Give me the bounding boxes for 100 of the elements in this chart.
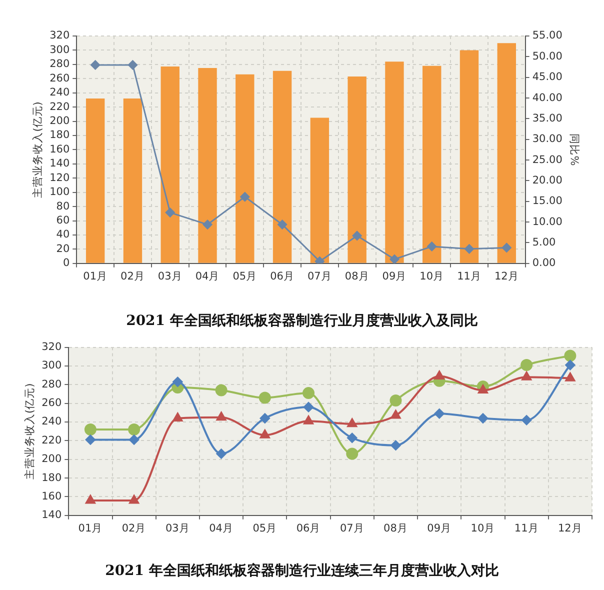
point [304, 402, 314, 412]
y-axis-title: 主营业务收入(亿元) [23, 383, 36, 480]
x-tick-label: 12月 [558, 522, 582, 534]
y-tick-label: 60 [56, 214, 70, 226]
x-tick-label: 06月 [296, 522, 321, 534]
point [216, 412, 226, 421]
point [434, 370, 444, 380]
x-tick-label: 11月 [457, 270, 482, 282]
x-tick-label: 08月 [344, 270, 370, 282]
y2-tick-label: 15.00 [532, 195, 562, 208]
bar [236, 74, 254, 263]
x-tick-label: 01月 [78, 522, 103, 534]
x-tick-label: 04月 [209, 522, 234, 534]
point [464, 244, 474, 254]
y2-tick-label: 35.00 [532, 112, 562, 124]
point [565, 360, 576, 370]
y-tick-label: 320 [42, 341, 62, 354]
bar [160, 66, 180, 263]
y-tick-label: 140 [50, 158, 70, 170]
y2-tick-label: 50.00 [532, 50, 562, 62]
text: 2021 年全国纸和纸板容器制造行业连续三年月度营业收入对比 [104, 562, 500, 580]
y2-tick-label: 20.00 [532, 174, 562, 186]
bar [385, 62, 404, 263]
point [304, 416, 314, 424]
y-tick-label: 180 [42, 472, 62, 484]
x-tick-label: 05月 [252, 522, 278, 534]
y2-tick-label: 30.00 [532, 133, 562, 146]
x-tick-label: 07月 [340, 522, 364, 534]
point [478, 384, 488, 394]
point [390, 394, 402, 407]
y2-tick-label: 40.00 [532, 92, 562, 104]
y-tick-label: 180 [50, 129, 70, 142]
point [347, 432, 358, 443]
y-tick-label: 300 [50, 44, 70, 56]
point [258, 392, 271, 404]
point [522, 415, 532, 426]
point [564, 350, 576, 362]
x-tick-label: 08月 [384, 522, 408, 534]
x-tick-label: 05月 [232, 270, 258, 282]
point [165, 208, 175, 218]
y2-tick-label: 10.00 [532, 216, 562, 228]
y2-tick-label: 55.00 [532, 30, 562, 42]
point [86, 494, 96, 504]
y-tick-label: 260 [42, 397, 62, 410]
x-tick-label: 04月 [195, 270, 220, 282]
x-tick-label: 03月 [158, 270, 182, 282]
point [522, 372, 532, 380]
y2-tick-label: 45.00 [532, 71, 562, 84]
y-tick-label: 120 [50, 172, 70, 184]
text: 2021 年全国纸和纸板容器制造行业月度营业收入及同比 [125, 312, 479, 330]
bar [348, 76, 366, 263]
point [565, 372, 576, 382]
y-tick-label: 0 [62, 257, 70, 270]
point [202, 220, 212, 230]
point [128, 60, 138, 70]
point [347, 418, 358, 428]
y2-tick-label: 25.00 [532, 154, 562, 166]
y-tick-label: 320 [50, 30, 70, 42]
point [260, 413, 270, 424]
point [434, 408, 444, 419]
bar [86, 98, 105, 263]
y-tick-label: 20 [56, 242, 70, 255]
bar [310, 118, 330, 263]
point [90, 60, 100, 70]
y-tick-label: 280 [50, 58, 70, 70]
bar [198, 68, 217, 263]
point [128, 423, 140, 436]
y-tick-label: 140 [42, 509, 62, 522]
bar [422, 66, 442, 263]
y-tick-label: 160 [42, 490, 62, 502]
point [129, 434, 140, 445]
point [427, 242, 437, 252]
x-tick-label: 09月 [427, 522, 452, 534]
x-tick-label: 12月 [494, 270, 519, 282]
point [352, 230, 362, 240]
x-tick-label: 06月 [270, 270, 294, 282]
point [390, 254, 400, 264]
y-tick-label: 100 [50, 186, 70, 198]
x-tick-label: 02月 [120, 270, 145, 282]
bar [272, 70, 292, 263]
point [520, 359, 533, 372]
x-tick-label: 01月 [83, 270, 108, 282]
point [172, 376, 183, 387]
x-tick-label: 10月 [420, 270, 444, 282]
x-tick-label: 07月 [308, 270, 332, 282]
point [84, 423, 96, 436]
y-tick-label: 260 [50, 72, 70, 84]
bar [123, 98, 142, 263]
y2-axis-title: 同比% [568, 134, 581, 166]
y-tick-label: 200 [50, 115, 70, 128]
y2-tick-label: 5.00 [532, 236, 556, 248]
point [278, 220, 288, 230]
point [390, 440, 401, 450]
point [390, 410, 401, 419]
point [215, 384, 228, 396]
y-tick-label: 200 [42, 453, 62, 466]
y-axis-title: 主营业务收入(亿元) [31, 102, 44, 198]
x-tick-label: 02月 [122, 522, 146, 534]
y2-tick-label: 0.00 [532, 257, 556, 270]
point [346, 448, 358, 460]
